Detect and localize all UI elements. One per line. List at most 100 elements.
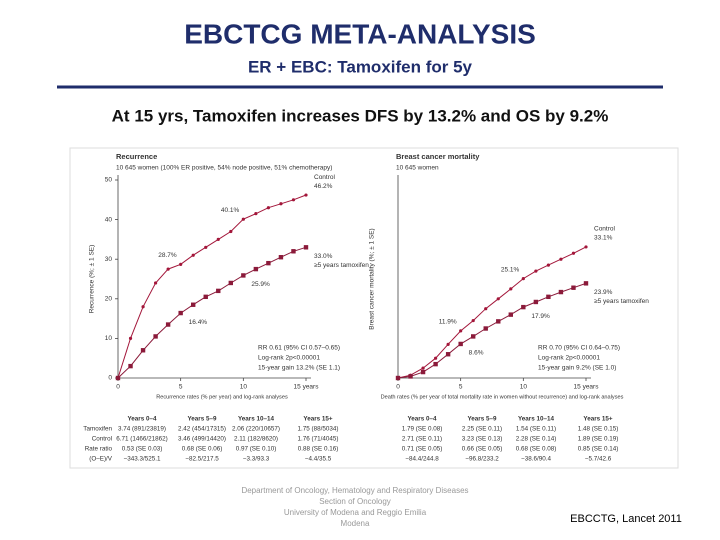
table-row-label: (O–E)/V bbox=[89, 456, 113, 463]
value-label: 25.9% bbox=[251, 281, 270, 288]
table-row-label: Tamoxifen bbox=[83, 426, 112, 433]
data-point bbox=[521, 304, 526, 310]
table-cell: 2.71 (SE 0.11) bbox=[402, 436, 442, 443]
series-line bbox=[117, 194, 307, 379]
affiliation-line: Section of Oncology bbox=[319, 497, 391, 506]
table-cell: 0.88 (SE 0.16) bbox=[298, 446, 339, 453]
data-point bbox=[153, 334, 158, 339]
value-label: 28.7% bbox=[158, 252, 177, 259]
table-header: Years 5–9 bbox=[187, 416, 217, 423]
data-point bbox=[584, 245, 588, 249]
data-point bbox=[266, 260, 271, 266]
chart-title: Breast cancer mortality bbox=[396, 152, 480, 161]
data-point bbox=[483, 326, 488, 331]
stat-line: Log-rank 2p<0.00001 bbox=[258, 355, 320, 362]
table-cell: 0.53 (SE 0.03) bbox=[122, 446, 163, 453]
x-tick-label: 10 bbox=[240, 384, 248, 391]
data-point bbox=[471, 318, 475, 323]
data-point bbox=[508, 312, 513, 317]
table-cell: −5.7/42.6 bbox=[585, 456, 612, 463]
table-cell: 1.79 (SE 0.08) bbox=[402, 426, 443, 433]
data-point bbox=[509, 287, 513, 291]
chart-title: Recurrence bbox=[116, 152, 157, 161]
value-label: 46.2% bbox=[314, 183, 333, 190]
y-tick-label: 50 bbox=[105, 177, 113, 184]
data-point bbox=[241, 273, 246, 278]
y-axis-label: Recurrence (%; ± 1 SE) bbox=[89, 245, 96, 314]
x-tick-label: 0 bbox=[396, 384, 400, 391]
y-axis-label: Breast cancer mortality (%; ± 1 SE) bbox=[369, 228, 376, 329]
data-point bbox=[128, 336, 133, 340]
data-point bbox=[178, 310, 183, 316]
data-point bbox=[128, 363, 133, 369]
table-cell: 3.46 (499/14420) bbox=[178, 436, 226, 443]
table-header: Years 10–14 bbox=[518, 416, 555, 423]
data-point bbox=[496, 297, 500, 301]
stat-line: Log-rank 2p<0.00001 bbox=[538, 355, 600, 362]
table-header: Years 10–14 bbox=[238, 416, 275, 423]
table-cell: 2.25 (SE 0.11) bbox=[462, 426, 502, 433]
footer: Department of Oncology, Hematology and R… bbox=[241, 486, 681, 528]
affiliation-line: Department of Oncology, Hematology and R… bbox=[241, 486, 468, 495]
data-point bbox=[165, 322, 171, 327]
x-tick-label: 0 bbox=[116, 384, 120, 391]
y-tick-label: 20 bbox=[105, 296, 113, 303]
data-point bbox=[458, 341, 463, 347]
table-cell: −343.3/525.1 bbox=[124, 456, 161, 463]
data-point bbox=[179, 262, 183, 266]
table-header: Years 0–4 bbox=[407, 416, 437, 423]
data-point bbox=[434, 356, 438, 360]
data-point bbox=[571, 285, 576, 290]
table-header: Years 5–9 bbox=[467, 416, 497, 423]
table-cell: 1.76 (71/4045) bbox=[298, 436, 339, 443]
data-point bbox=[534, 269, 538, 273]
table-header: Years 0–4 bbox=[127, 416, 157, 423]
data-point bbox=[191, 302, 196, 307]
data-point bbox=[228, 280, 233, 286]
chart-subtitle: 10 645 women bbox=[396, 165, 439, 172]
data-point bbox=[496, 319, 501, 324]
data-point bbox=[266, 206, 270, 210]
chart: Breast cancer mortality 10 645 women Breas… bbox=[369, 152, 650, 463]
table-row-label: Rate ratio bbox=[85, 446, 113, 453]
data-point bbox=[433, 361, 438, 367]
table-cell: −96.8/233.2 bbox=[465, 456, 499, 463]
value-label: 33.0% bbox=[314, 253, 333, 260]
table-header: Years 15+ bbox=[583, 416, 613, 423]
headline: At 15 yrs, Tamoxifen increases DFS by 13… bbox=[112, 106, 609, 125]
value-label: 11.9% bbox=[439, 319, 457, 326]
data-point bbox=[484, 307, 488, 311]
data-point bbox=[420, 369, 426, 375]
value-label: 8.6% bbox=[469, 350, 484, 357]
data-point bbox=[203, 294, 208, 300]
data-point bbox=[140, 348, 146, 353]
data-point bbox=[571, 251, 576, 255]
table-cell: 1.54 (SE 0.11) bbox=[516, 426, 556, 433]
data-point bbox=[395, 375, 401, 381]
data-point bbox=[459, 329, 463, 333]
series-line bbox=[397, 246, 587, 379]
value-label: 40.1% bbox=[221, 207, 240, 214]
table-cell: 2.42 (454/17315) bbox=[178, 426, 226, 433]
data-point bbox=[166, 267, 170, 271]
data-point bbox=[408, 374, 413, 379]
stat-line: 15-year gain 13.2% (SE 1.1) bbox=[258, 365, 340, 372]
data-point bbox=[191, 253, 195, 257]
x-axis-label: Death rates (% per year of total mortali… bbox=[381, 394, 624, 400]
value-label: 16.4% bbox=[189, 319, 208, 326]
data-point bbox=[304, 193, 308, 197]
data-point bbox=[421, 366, 425, 370]
table-cell: 0.68 (SE 0.08) bbox=[516, 446, 557, 453]
table-cell: 2.28 (SE 0.14) bbox=[516, 436, 557, 443]
y-tick-label: 0 bbox=[108, 375, 112, 382]
series-line bbox=[117, 246, 307, 379]
data-point bbox=[546, 294, 551, 300]
legend-label: ≥5 years tamoxifen bbox=[594, 298, 649, 305]
table-row-label: Control bbox=[92, 436, 112, 443]
citation: EBCCTG, Lancet 2011 bbox=[570, 513, 682, 525]
x-tick-label: 5 bbox=[459, 384, 463, 391]
data-point bbox=[154, 281, 158, 285]
data-point bbox=[559, 257, 563, 261]
affiliation-line: Modena bbox=[341, 519, 370, 528]
legend-label: Control bbox=[594, 226, 616, 233]
